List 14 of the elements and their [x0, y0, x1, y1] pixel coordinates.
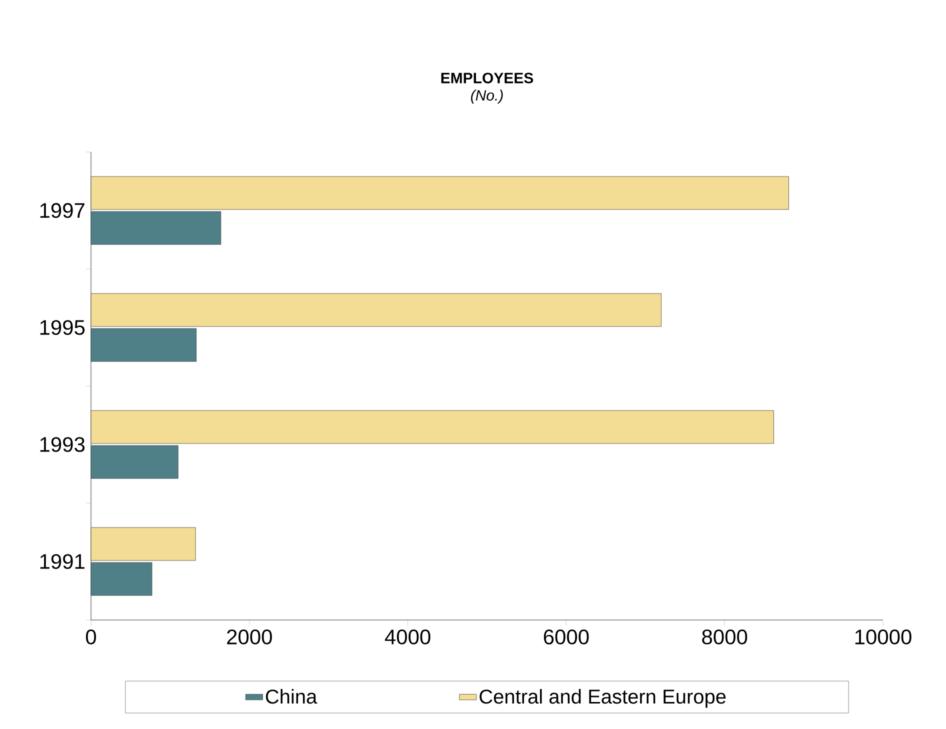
legend-label: China [266, 689, 318, 704]
y-tick-label: 1993 [40, 437, 85, 452]
x-tick-label: 2000 [227, 630, 272, 644]
x-tick-label: 6000 [544, 630, 589, 644]
x-tick-label: 10000 [855, 630, 912, 644]
chart-subtitle: (No.) [471, 90, 503, 104]
x-tick-label: 4000 [384, 630, 430, 644]
y-tick-label: 1997 [40, 203, 84, 218]
x-tick-label: 0 [86, 630, 96, 644]
x-tick-label: 8000 [702, 630, 748, 644]
chart-title: EMPLOYEES [441, 72, 534, 84]
y-tick-label: 1991 [40, 554, 84, 569]
legend-label: Central and Eastern Europe [480, 689, 726, 708]
y-tick-label: 1995 [40, 320, 85, 335]
